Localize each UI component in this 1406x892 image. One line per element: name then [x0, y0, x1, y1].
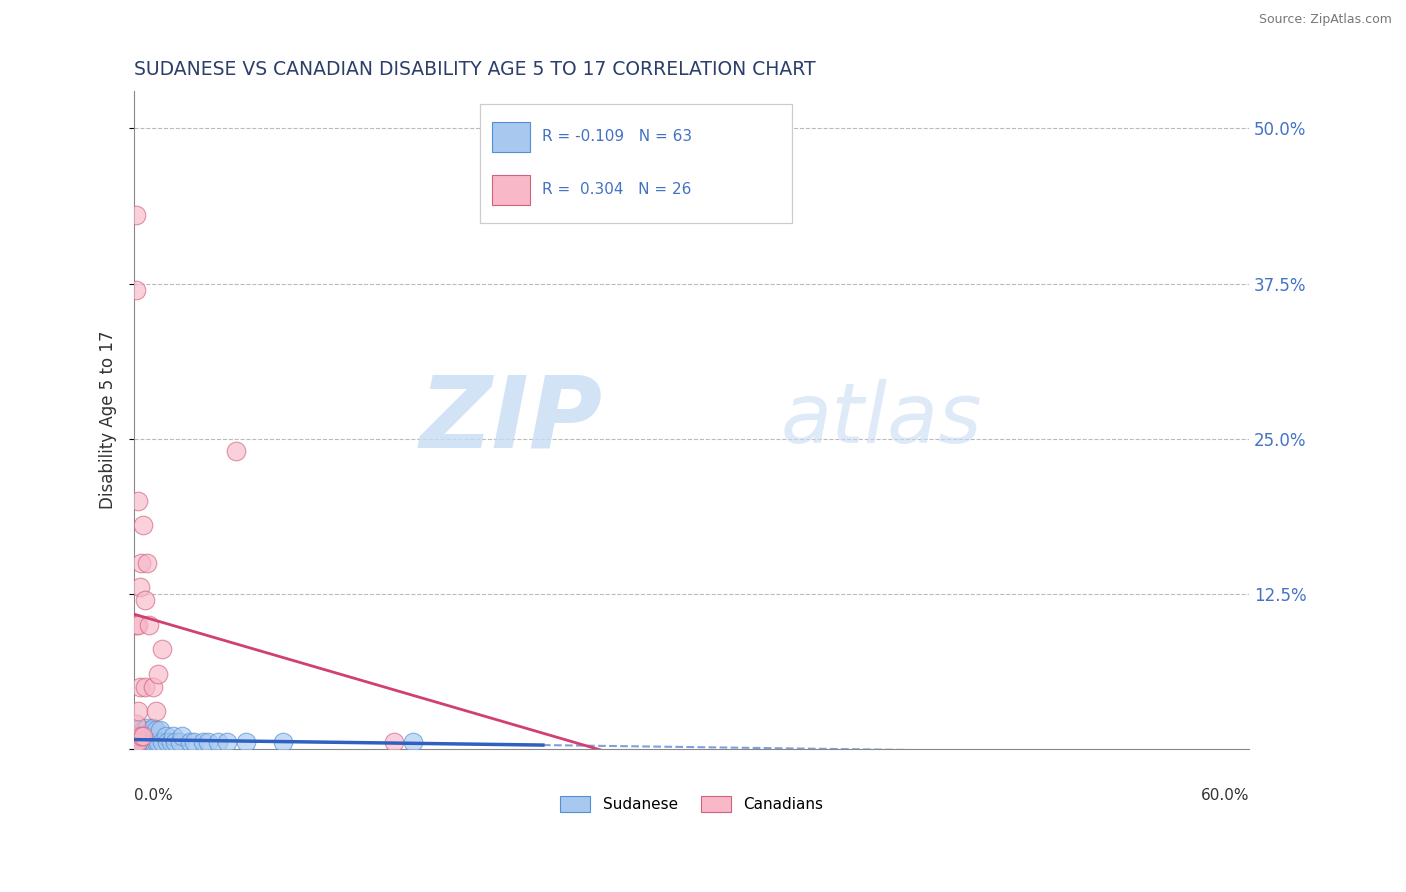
Legend: Sudanese, Canadians: Sudanese, Canadians [553, 789, 831, 820]
Point [132, 735, 155, 749]
Point [382, 735, 405, 749]
Point [128, 735, 150, 749]
Text: atlas: atlas [780, 379, 983, 460]
Point [136, 729, 159, 743]
Point [131, 729, 153, 743]
Point [235, 735, 257, 749]
Text: 60.0%: 60.0% [1201, 789, 1249, 803]
Point [149, 723, 172, 737]
Point [125, 735, 148, 749]
Point [128, 735, 150, 749]
Point [136, 721, 159, 735]
Point [125, 735, 148, 749]
Point [125, 735, 148, 749]
Point [142, 735, 165, 749]
Point [132, 735, 155, 749]
Point [142, 729, 165, 743]
Point [148, 735, 170, 749]
Point [136, 556, 159, 570]
Point [150, 735, 173, 749]
Point [125, 729, 148, 743]
Point [145, 705, 167, 719]
Point [179, 735, 201, 749]
Point [127, 723, 149, 737]
Point [215, 735, 238, 749]
Point [127, 493, 149, 508]
Point [127, 735, 149, 749]
Point [128, 680, 150, 694]
Point [191, 735, 214, 749]
Point [127, 617, 149, 632]
Point [134, 680, 156, 694]
Point [172, 729, 194, 743]
Text: SUDANESE VS CANADIAN DISABILITY AGE 5 TO 17 CORRELATION CHART: SUDANESE VS CANADIAN DISABILITY AGE 5 TO… [134, 60, 815, 78]
Point [132, 723, 155, 737]
Point [132, 729, 155, 743]
Point [125, 735, 148, 749]
Point [125, 735, 148, 749]
Point [127, 735, 149, 749]
Point [125, 617, 148, 632]
Point [169, 735, 191, 749]
Point [134, 592, 156, 607]
Point [134, 735, 156, 749]
Point [125, 717, 148, 731]
Point [156, 735, 179, 749]
Point [125, 735, 148, 749]
Point [127, 729, 149, 743]
Point [131, 735, 153, 749]
Point [134, 723, 156, 737]
Point [128, 735, 150, 749]
Point [155, 729, 177, 743]
Point [131, 735, 153, 749]
Point [125, 735, 148, 749]
Point [125, 735, 148, 749]
Point [131, 556, 153, 570]
Point [145, 735, 167, 749]
Point [127, 735, 149, 749]
Point [127, 705, 149, 719]
Point [197, 735, 219, 749]
Point [134, 729, 156, 743]
Point [142, 680, 165, 694]
Point [138, 617, 160, 632]
Point [138, 729, 160, 743]
Point [142, 721, 165, 735]
Point [125, 735, 148, 749]
Point [128, 735, 150, 749]
Point [271, 735, 294, 749]
Point [128, 581, 150, 595]
Point [183, 735, 205, 749]
Text: Source: ZipAtlas.com: Source: ZipAtlas.com [1258, 13, 1392, 27]
Point [139, 735, 162, 749]
Point [207, 735, 229, 749]
Point [131, 735, 153, 749]
Point [145, 723, 167, 737]
Point [131, 735, 153, 749]
Point [128, 735, 150, 749]
Point [127, 735, 149, 749]
Point [225, 444, 247, 458]
Point [138, 735, 160, 749]
Point [136, 735, 159, 749]
Point [132, 729, 155, 743]
Text: 0.0%: 0.0% [134, 789, 173, 803]
Point [125, 283, 148, 297]
Point [160, 735, 183, 749]
Point [125, 735, 148, 749]
Point [150, 642, 173, 657]
Point [125, 208, 148, 222]
Point [162, 729, 184, 743]
Point [163, 735, 186, 749]
Point [127, 735, 149, 749]
Y-axis label: Disability Age 5 to 17: Disability Age 5 to 17 [100, 331, 117, 509]
Point [139, 723, 162, 737]
Point [132, 518, 155, 533]
Point [402, 735, 425, 749]
Text: ZIP: ZIP [419, 371, 602, 468]
Point [148, 667, 170, 681]
Point [125, 735, 148, 749]
